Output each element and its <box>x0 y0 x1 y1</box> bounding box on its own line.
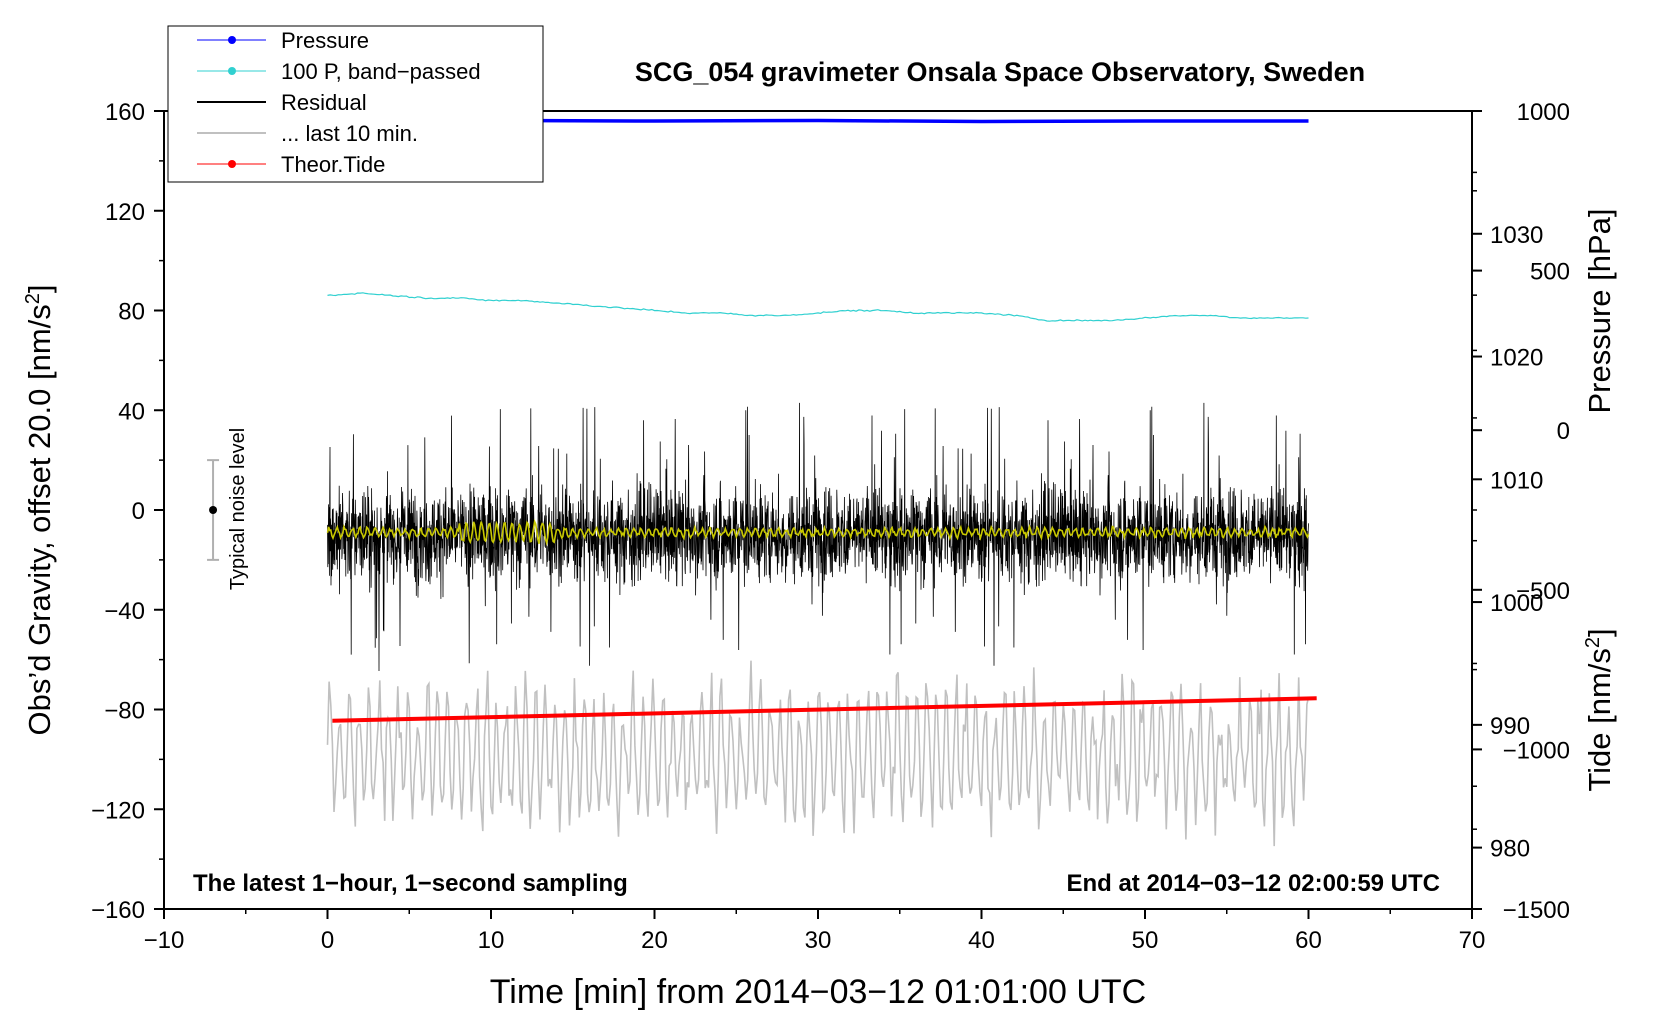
tide-tick-label: −1500 <box>1503 897 1570 924</box>
noise-indicator <box>207 459 220 561</box>
legend-label: 100 P, band−passed <box>281 59 481 84</box>
legend-label: Residual <box>281 90 367 115</box>
y-tick-label: −160 <box>91 897 145 924</box>
y-tick-label: −40 <box>104 598 145 625</box>
legend-box <box>167 25 544 183</box>
y-tick-label: −80 <box>104 698 145 725</box>
x-tick-label: 70 <box>1459 927 1486 954</box>
series-last-10-min-line <box>326 660 1310 847</box>
pressure-tick-label: 1010 <box>1490 467 1543 494</box>
series-tide-line <box>332 696 1317 723</box>
series-layer <box>326 117 1317 847</box>
y-tick-label: 160 <box>105 99 145 126</box>
legend-swatch-marker <box>228 160 236 168</box>
chart-title: SCG_054 gravimeter Onsala Space Observat… <box>635 57 1365 87</box>
tide-tick-label: −500 <box>1516 578 1570 605</box>
series-residual-line <box>327 402 1309 672</box>
x-tick-label: 40 <box>968 927 995 954</box>
noise-label: Typical noise level <box>227 428 249 590</box>
legend-swatch-marker <box>228 67 236 75</box>
x-axis-ticks: −10 0 10 20 30 40 50 60 70 <box>144 909 1486 954</box>
annotation-right: End at 2014−03−12 02:00:59 UTC <box>1066 870 1440 897</box>
x-axis-label: Time [min] from 2014−03−12 01:01:00 UTC <box>490 973 1146 1011</box>
y-axis-ticks: 160 120 80 40 0 −40 −80 −120 −160 <box>91 99 164 924</box>
pressure-tick-label: 1020 <box>1490 345 1543 372</box>
tide-tick-label: 1000 <box>1517 99 1570 126</box>
legend: Pressure 100 P, band−passed Residual ... la… <box>167 25 544 183</box>
x-tick-label: 0 <box>321 927 334 954</box>
pressure-axis-label: Pressure [hPa] <box>1582 208 1617 413</box>
y-tick-label: −120 <box>91 797 145 824</box>
y-tick-label: 40 <box>118 398 145 425</box>
x-tick-label: −10 <box>144 927 185 954</box>
pressure-tick-label: 980 <box>1490 836 1530 863</box>
x-tick-label: 50 <box>1132 927 1159 954</box>
annotation-left: The latest 1−hour, 1−second sampling <box>193 870 628 897</box>
noise-bar-center <box>209 506 218 514</box>
tide-axis-label: Tide [nm/s2] <box>1582 628 1617 791</box>
tide-tick-label: −1000 <box>1503 737 1570 764</box>
series-band-passed-line <box>327 292 1309 322</box>
x-tick-label: 10 <box>478 927 505 954</box>
y-axis-label: Obs’d Gravity, offset 20.0 [nm/s2] <box>22 284 57 735</box>
legend-swatch-marker <box>228 36 236 44</box>
y-axis-label-suffix: ] <box>22 284 57 293</box>
pressure-axis-ticks: 1030 1020 1010 1000 990 980 <box>1472 171 1543 910</box>
y-tick-label: 80 <box>118 299 145 326</box>
tide-axis-ticks: 1000 500 0 −500 −1000 −1500 <box>1472 99 1570 924</box>
tide-tick-label: 500 <box>1530 259 1570 286</box>
x-tick-label: 30 <box>805 927 832 954</box>
legend-items: Pressure 100 P, band−passed Residual ... la… <box>197 28 481 177</box>
y-axis-label-prefix: Obs’d Gravity, offset 20.0 [nm/s <box>22 304 57 735</box>
tide-tick-label: 0 <box>1557 418 1570 445</box>
pressure-tick-label: 1000 <box>1490 590 1543 617</box>
legend-label: Pressure <box>281 28 369 53</box>
pressure-tick-label: 990 <box>1490 713 1530 740</box>
y-axis-label-sup: 2 <box>22 293 44 304</box>
y-tick-label: 120 <box>105 199 145 226</box>
y-tick-label: 0 <box>132 498 145 525</box>
x-tick-label: 60 <box>1295 927 1322 954</box>
series-smoothed-residual-line <box>326 518 1310 546</box>
tide-axis-label-suffix: ] <box>1582 628 1617 637</box>
x-tick-label: 20 <box>641 927 668 954</box>
pressure-tick-label: 1030 <box>1490 222 1543 249</box>
legend-label: ... last 10 min. <box>281 121 418 146</box>
tide-axis-label-prefix: Tide [nm/s <box>1582 648 1617 792</box>
legend-label: Theor.Tide <box>281 152 385 177</box>
tide-axis-label-sup: 2 <box>1582 637 1604 648</box>
